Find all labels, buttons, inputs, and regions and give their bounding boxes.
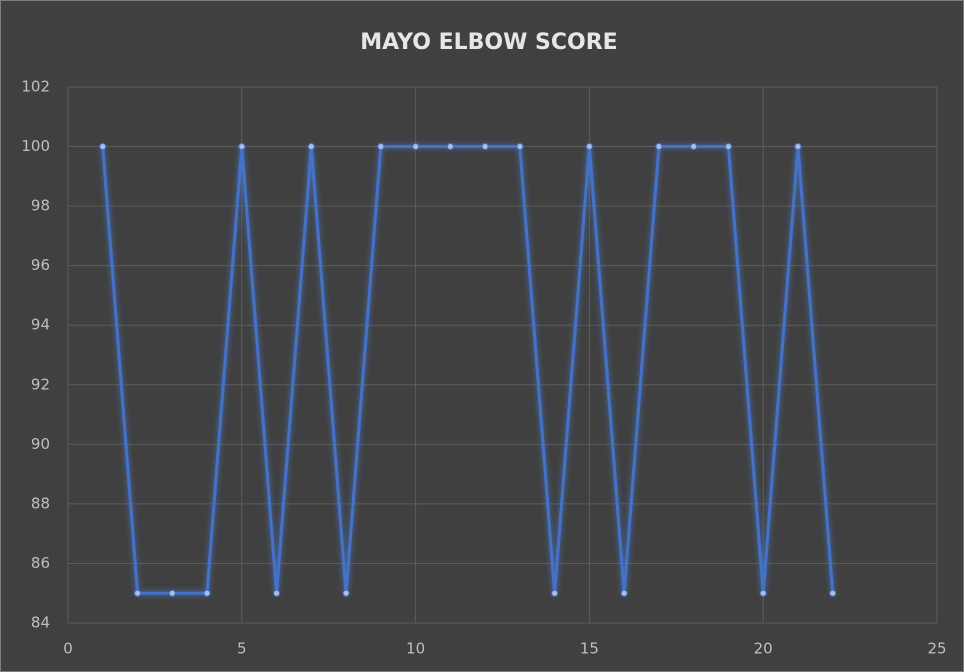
data-point: [238, 143, 246, 151]
data-point: [759, 589, 767, 597]
data-point: [551, 589, 559, 597]
data-point: [481, 143, 489, 151]
data-point: [168, 589, 176, 597]
data-point: [99, 143, 107, 151]
x-tick-label: 25: [927, 640, 946, 658]
data-point: [829, 589, 837, 597]
chart-title: MAYO ELBOW SCORE: [360, 30, 617, 55]
data-point: [724, 143, 732, 151]
y-tick-label: 90: [31, 435, 50, 453]
data-point: [203, 589, 211, 597]
x-tick-label: 5: [237, 640, 247, 658]
data-point: [690, 143, 698, 151]
data-point: [620, 589, 628, 597]
y-tick-label: 98: [31, 197, 50, 215]
data-point: [412, 143, 420, 151]
data-point: [377, 143, 385, 151]
y-tick-label: 96: [31, 256, 50, 274]
data-point: [342, 589, 350, 597]
data-point: [655, 143, 663, 151]
y-tick-label: 86: [31, 554, 50, 572]
y-tick-label: 84: [31, 614, 50, 632]
data-point: [446, 143, 454, 151]
data-line: [101, 145, 835, 595]
data-point: [516, 143, 524, 151]
data-point: [273, 589, 281, 597]
y-tick-label: 100: [21, 137, 50, 155]
y-tick-label: 94: [31, 316, 50, 334]
x-tick-label: 0: [63, 640, 73, 658]
data-point: [794, 143, 802, 151]
y-tick-label: 88: [31, 494, 50, 512]
data-point: [307, 143, 315, 151]
y-tick-label: 92: [31, 375, 50, 393]
data-point: [134, 589, 142, 597]
y-tick-label: 102: [21, 78, 50, 96]
x-tick-label: 10: [406, 640, 425, 658]
x-tick-label: 20: [754, 640, 773, 658]
data-point: [585, 143, 593, 151]
x-tick-label: 15: [580, 640, 599, 658]
